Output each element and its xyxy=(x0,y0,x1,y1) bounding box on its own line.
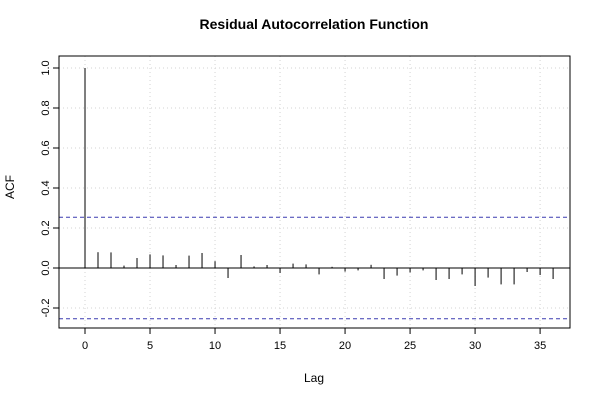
x-axis-label: Lag xyxy=(304,371,324,385)
y-tick-label: 0.4 xyxy=(40,180,52,195)
x-tick-label: 30 xyxy=(469,340,481,352)
y-tick-label: 0.0 xyxy=(40,260,52,275)
y-axis-label: ACF xyxy=(3,175,17,199)
x-tick-label: 25 xyxy=(404,340,416,352)
chart-title: Residual Autocorrelation Function xyxy=(200,16,429,32)
x-tick-label: 5 xyxy=(147,340,153,352)
y-tick-label: -0.2 xyxy=(40,299,52,318)
x-tick-label: 20 xyxy=(339,340,351,352)
y-tick-label: 0.8 xyxy=(40,100,52,115)
y-tick-label: 0.6 xyxy=(40,140,52,155)
axes: 0 5 10 15 20 25 30 35 -0.2 0.0 0.2 0.4 0.6 0.8 1.0 xyxy=(40,55,571,352)
x-tick-label: 15 xyxy=(274,340,286,352)
x-tick-label: 35 xyxy=(534,340,546,352)
acf-bars xyxy=(84,68,554,286)
confidence-bounds xyxy=(59,216,570,320)
x-tick-label: 10 xyxy=(209,340,221,352)
grid-lines xyxy=(59,56,570,328)
y-tick-label: 0.2 xyxy=(40,220,52,235)
plot-frame xyxy=(58,55,571,329)
x-tick-label: 0 xyxy=(82,340,88,352)
y-tick-label: 1.0 xyxy=(40,60,52,75)
